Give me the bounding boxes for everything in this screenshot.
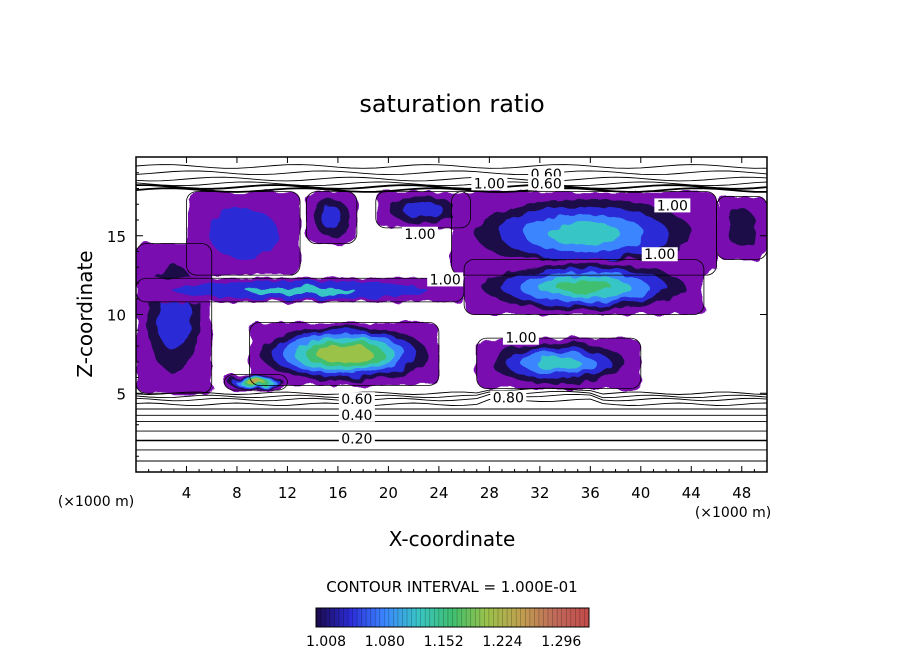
ratio-shading [547, 222, 621, 245]
x-axis-label: X-coordinate [389, 527, 516, 551]
contour-interval-text: CONTOUR INTERVAL = 1.000E-01 [326, 578, 577, 596]
colorbar-gradient [315, 607, 590, 628]
contour-line [136, 181, 767, 187]
y-tick-label: 10 [107, 307, 126, 325]
x-tick-label: 28 [480, 484, 499, 502]
contour-line [136, 176, 767, 182]
colorbar-tick-label: 1.008 [306, 634, 346, 650]
contour-lines [136, 164, 767, 462]
contour-label: 1.00 [474, 176, 505, 192]
ratio-shading [327, 348, 361, 360]
colorbar-tick-label: 1.224 [482, 634, 522, 650]
contour-line-1-00 [476, 337, 642, 389]
x-tick-label: 24 [429, 484, 448, 502]
contour-label-bg [528, 176, 565, 191]
contour-line-1-00 [136, 243, 213, 394]
x-unit-label-right: (×1000 m) [695, 505, 771, 521]
contour-label: 0.40 [341, 408, 372, 424]
colorbar-tick-label: 1.080 [365, 634, 405, 650]
colorbar-tick-label: 1.296 [541, 634, 581, 650]
colorbar-tick-label: 1.152 [424, 634, 464, 650]
contour-label-bg [401, 226, 438, 241]
y-tick-label: 5 [116, 385, 126, 403]
contour-line-1-00 [305, 191, 358, 245]
contour-line-1-00 [716, 195, 767, 260]
contour-label: 0.60 [341, 392, 372, 408]
contour-label-bg [338, 392, 375, 407]
ratio-shading [320, 206, 343, 229]
ratio-shading [209, 208, 278, 259]
contour-line [136, 184, 767, 190]
contour-line-1-00 [463, 258, 705, 315]
contour-label: 0.80 [493, 391, 524, 407]
contour-labels: 0.601.00 0.601.001.001.001.001.000.60 0.80… [338, 166, 691, 448]
colorbar-tick-labels: 1.008 1.080 1.152 1.224 1.296 [306, 634, 581, 650]
contour-label: 1.00 [505, 331, 536, 347]
y-tick-label: 15 [107, 228, 126, 246]
x-tick-label: 44 [682, 484, 701, 502]
x-unit-label-left: (×1000 m) [58, 494, 134, 510]
contour-label: 0.60 [531, 176, 562, 192]
x-tick-label: 4 [182, 484, 192, 502]
x-tick-label: 48 [732, 484, 751, 502]
contour-label-bg [427, 272, 464, 287]
y-axis-label: Z-coordinate [73, 250, 97, 377]
x-tick-label: 36 [581, 484, 600, 502]
contour-line-1-00 [249, 321, 440, 386]
contour-label-bg [490, 390, 527, 405]
contour-label-bg [502, 330, 539, 345]
contour-line [136, 164, 767, 169]
x-tick-label: 20 [379, 484, 398, 502]
x-tick-label: 40 [631, 484, 650, 502]
x-axis-ticks: 4 8 12 16 20 24 28 32 36 40 44 48 [148, 157, 755, 502]
ratio-shading [536, 356, 582, 371]
ratio-shading [402, 202, 444, 218]
contour-line [136, 390, 767, 399]
x-tick-label: 32 [530, 484, 549, 502]
contour-line-1-00 [223, 373, 288, 391]
x-tick-label: 12 [278, 484, 297, 502]
contour-line-1-00 [186, 191, 301, 276]
colorbar [315, 607, 590, 628]
chart-title: saturation ratio [359, 90, 544, 118]
ratio-shading [726, 208, 757, 247]
x-tick-label: 16 [328, 484, 347, 502]
contour-label-bg [471, 176, 508, 191]
contour-label: 1.00 [404, 227, 435, 243]
ratio-shading [245, 286, 355, 295]
contour-line [136, 170, 767, 176]
contour-label-bg [641, 247, 678, 262]
contour-label-bg [654, 198, 691, 213]
contour-label: 0.20 [341, 432, 372, 448]
contour-label: 1.00 [657, 198, 688, 214]
contour-line [136, 398, 767, 406]
contour-label: 1.00 [644, 247, 675, 263]
contour-label: 1.00 [430, 272, 461, 288]
y-axis-ticks: 5 10 15 [107, 172, 767, 457]
contour-label-bg [338, 431, 375, 446]
contour-line [136, 387, 767, 395]
contour-label-bg [338, 407, 375, 422]
contour-line [136, 393, 767, 402]
ratio-shading [157, 286, 191, 351]
ratio-shading [556, 280, 612, 294]
x-tick-label: 8 [232, 484, 242, 502]
